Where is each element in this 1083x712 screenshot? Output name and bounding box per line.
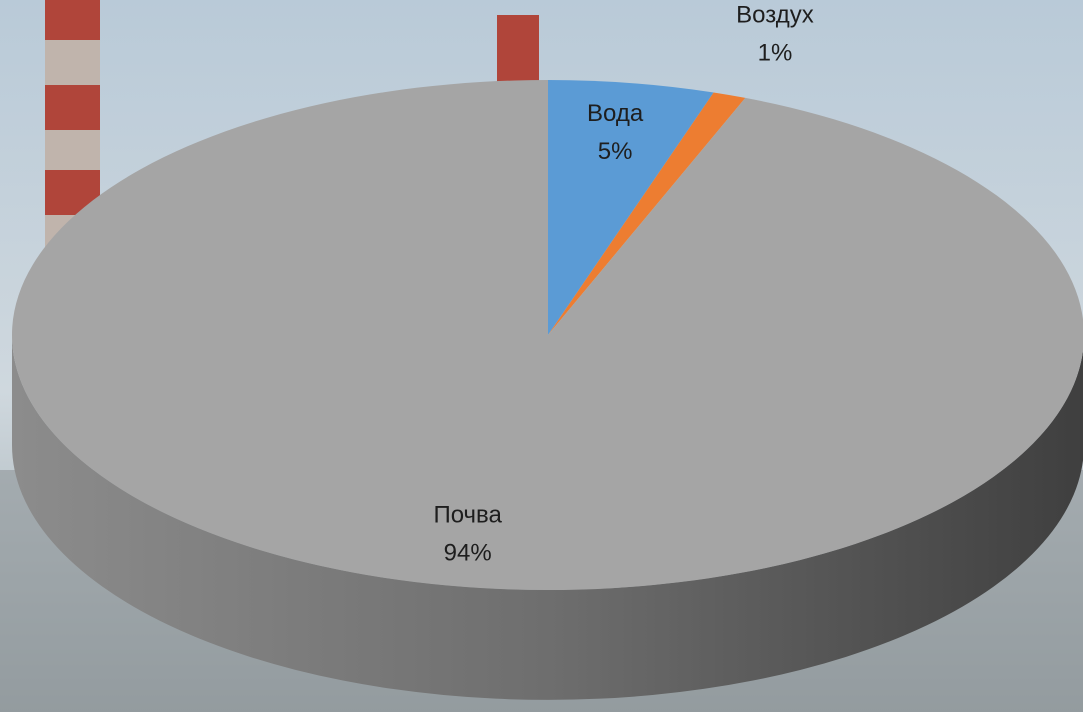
value-label: 94% [444, 540, 492, 567]
pie-slice [12, 80, 1083, 590]
chart: Вода 5% Воздух 1% Почва 94% [0, 0, 1083, 712]
value-label: 5% [598, 138, 633, 165]
value-label: 1% [758, 39, 793, 66]
category-label: Воздух [736, 1, 814, 28]
category-label: Почва [433, 502, 502, 529]
category-label: Вода [587, 100, 644, 127]
pie [12, 80, 1083, 700]
